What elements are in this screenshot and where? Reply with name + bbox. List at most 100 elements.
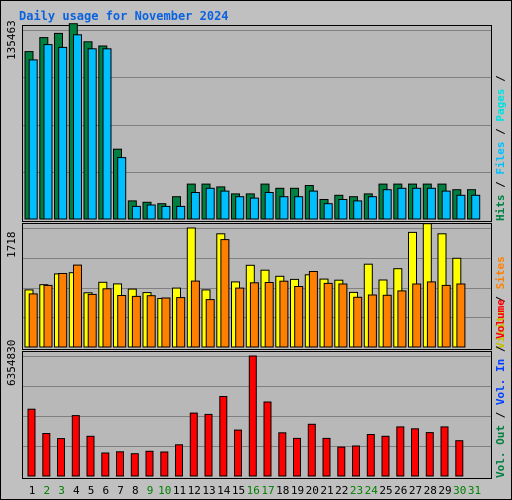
bar-files-day-24 [367, 196, 377, 220]
bar-sites-day-17 [264, 282, 274, 348]
bar-volume-day-22 [337, 446, 346, 477]
bar-volume-day-8 [130, 453, 139, 477]
bar-files-day-27 [412, 187, 422, 220]
bar-volume-day-27 [411, 428, 419, 477]
bar-volume-day-5 [86, 435, 95, 477]
bar-volume-day-6 [101, 452, 110, 477]
bar-volume-day-11 [175, 444, 183, 477]
bar-volume-day-12 [189, 412, 198, 477]
bar-volume-day-24 [366, 434, 375, 477]
x-tick-10: 10 [158, 484, 171, 497]
bar-volume-day-30 [455, 440, 464, 477]
bar-volume-day-15 [234, 429, 242, 477]
bar-files-day-16 [249, 197, 259, 220]
bar-sites-day-28 [426, 281, 436, 348]
y-max-label: 6354830 [5, 340, 18, 386]
x-tick-19: 19 [291, 484, 304, 497]
bar-volume-day-17 [263, 401, 272, 477]
bar-files-day-13 [205, 187, 215, 220]
x-tick-9: 9 [147, 484, 154, 497]
bar-files-day-4 [73, 34, 82, 220]
bar-files-day-5 [87, 48, 97, 220]
legend-item: Volume [494, 299, 507, 339]
bar-sites-day-27 [412, 283, 422, 348]
x-tick-14: 14 [217, 484, 231, 497]
bar-volume-day-13 [204, 413, 213, 477]
x-tick-21: 21 [320, 484, 333, 497]
bar-files-day-8 [131, 205, 141, 220]
bar-sites-day-23 [353, 296, 363, 348]
bar-sites-day-10 [161, 297, 171, 348]
bar-files-day-30 [456, 194, 466, 220]
legend-item: Vol. Out [494, 425, 507, 478]
bar-volume-day-25 [381, 435, 390, 477]
x-tick-11: 11 [173, 484, 186, 497]
bar-files-day-10 [161, 205, 171, 220]
legend-item: Visits [494, 309, 507, 349]
y-max-label: 135463 [5, 20, 18, 60]
legend-volume-panel: Vol. Out / Vol. In / Volume [494, 299, 507, 478]
bar-files-day-17 [264, 192, 274, 220]
bar-sites-day-21 [323, 282, 333, 348]
bar-files-day-1 [28, 59, 38, 220]
bar-files-day-12 [190, 192, 200, 220]
bar-volume-day-28 [425, 432, 434, 477]
bar-files-day-7 [117, 157, 127, 220]
bar-files-day-14 [220, 190, 230, 220]
bar-volume-day-10 [160, 451, 169, 477]
legend-item: / [494, 75, 507, 89]
bar-volume-day-21 [322, 437, 331, 477]
x-tick-23: 23 [350, 484, 363, 497]
bar-sites-day-5 [87, 293, 97, 348]
x-tick-6: 6 [102, 484, 109, 497]
legend-item: Files [494, 142, 507, 175]
bar-sites-day-22 [338, 283, 348, 348]
bar-volume-day-3 [57, 438, 65, 477]
bar-volume-day-1 [27, 408, 36, 477]
bar-files-day-18 [279, 196, 289, 220]
x-tick-28: 28 [424, 484, 437, 497]
legend-item: / [494, 122, 507, 142]
y-max-label: 1718 [5, 232, 18, 259]
bar-sites-day-19 [294, 286, 304, 348]
bar-sites-day-6 [102, 288, 112, 348]
bar-volume-day-14 [219, 396, 228, 477]
bar-sites-day-15 [235, 287, 245, 348]
x-tick-24: 24 [365, 484, 379, 497]
bar-sites-day-4 [73, 264, 82, 348]
bar-files-day-9 [146, 204, 156, 220]
bar-files-day-31 [471, 194, 481, 220]
bar-sites-day-11 [176, 297, 186, 348]
bar-files-day-25 [382, 189, 392, 220]
legend-item: / [494, 175, 507, 195]
bar-volume-day-7 [116, 451, 124, 477]
bar-files-day-26 [397, 187, 407, 220]
legend-item: Pages [494, 89, 507, 122]
bar-sites-day-25 [382, 294, 392, 348]
bar-volume-day-4 [71, 415, 80, 477]
legend-hits-files-panel: Hits / Files / Pages / [494, 75, 507, 221]
x-tick-26: 26 [394, 484, 407, 497]
x-tick-30: 30 [453, 484, 466, 497]
bar-files-day-3 [58, 46, 68, 220]
legend-item: Vol. In [494, 359, 507, 405]
bar-volume-day-16 [248, 355, 257, 477]
x-tick-2: 2 [43, 484, 50, 497]
bar-sites-day-2 [43, 284, 53, 348]
bar-files-day-6 [102, 48, 112, 220]
bar-files-day-23 [353, 200, 363, 220]
bar-sites-day-12 [190, 280, 200, 348]
x-tick-18: 18 [276, 484, 289, 497]
x-tick-31: 31 [468, 484, 481, 497]
bar-files-day-11 [176, 205, 186, 220]
x-tick-22: 22 [335, 484, 348, 497]
x-tick-20: 20 [306, 484, 319, 497]
bar-sites-day-20 [308, 271, 318, 348]
bar-sites-day-3 [58, 273, 68, 348]
x-tick-8: 8 [132, 484, 139, 497]
bar-files-day-22 [338, 199, 348, 220]
x-tick-3: 3 [58, 484, 65, 497]
bar-sites-day-29 [441, 284, 451, 348]
